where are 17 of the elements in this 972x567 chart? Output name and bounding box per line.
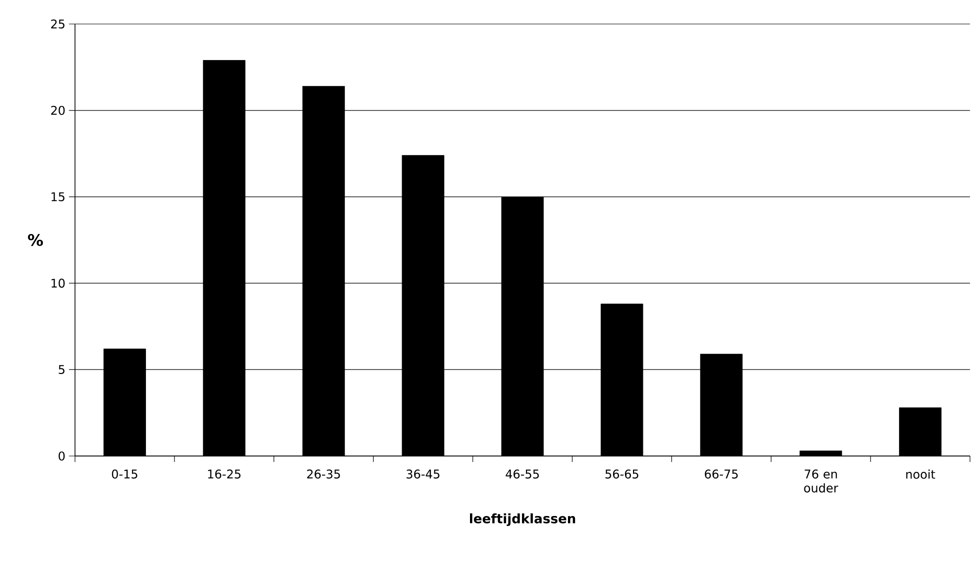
x-tick-label: 76 en ouder <box>804 470 838 493</box>
x-axis-title: leeftijdklassen <box>470 513 576 526</box>
y-tick-label: 10 <box>52 278 65 288</box>
y-tick-label: 25 <box>51 19 64 29</box>
y-tick-label: 0 <box>58 451 65 461</box>
x-tick-label: 26-35 <box>307 470 340 479</box>
x-tick-label: nooit <box>906 470 936 479</box>
x-tick-label: 66-75 <box>704 470 738 479</box>
y-tick-label: 5 <box>58 365 64 374</box>
y-tick-label: 15 <box>52 192 64 202</box>
y-axis-title: % <box>28 234 43 246</box>
x-tick-label: 16-25 <box>208 470 240 479</box>
x-tick-label: 46-55 <box>506 470 539 479</box>
x-tick-label: 36-45 <box>406 470 440 479</box>
x-tick-label: 0-15 <box>112 470 138 479</box>
y-tick-label: 20 <box>51 106 65 115</box>
x-tick-label: 56-65 <box>606 470 638 479</box>
